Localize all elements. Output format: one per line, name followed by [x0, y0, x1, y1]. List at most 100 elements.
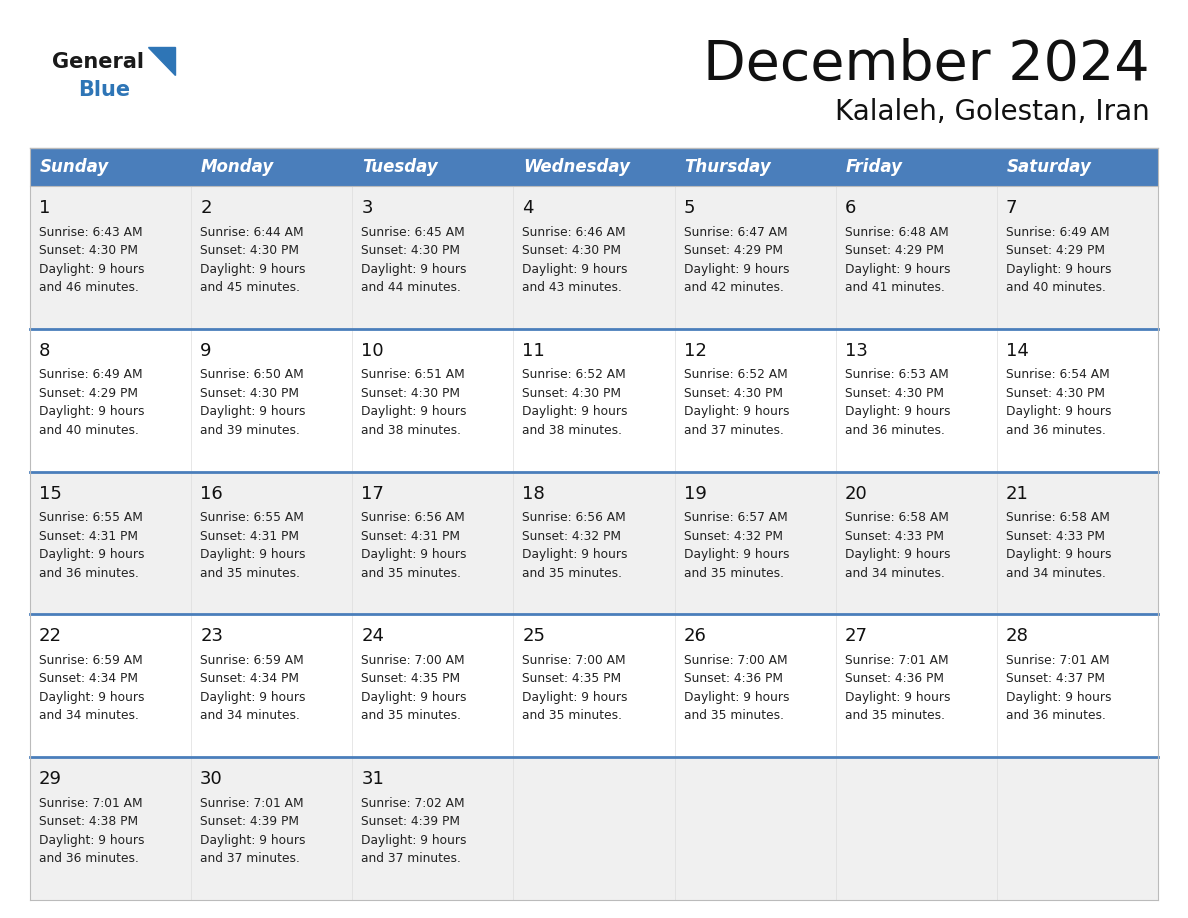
Text: Daylight: 9 hours: Daylight: 9 hours [200, 548, 305, 561]
Text: 3: 3 [361, 199, 373, 217]
Text: Sunset: 4:32 PM: Sunset: 4:32 PM [683, 530, 783, 543]
Bar [30, 329, 1158, 472]
Text: 22: 22 [39, 627, 62, 645]
Text: 14: 14 [1006, 341, 1029, 360]
Text: Sunrise: 6:46 AM: Sunrise: 6:46 AM [523, 226, 626, 239]
Text: and 45 minutes.: and 45 minutes. [200, 281, 301, 294]
Text: General: General [52, 52, 144, 72]
Text: and 40 minutes.: and 40 minutes. [1006, 281, 1106, 294]
Text: 29: 29 [39, 770, 62, 789]
Text: Sunset: 4:30 PM: Sunset: 4:30 PM [845, 386, 943, 400]
Text: and 35 minutes.: and 35 minutes. [683, 566, 784, 579]
Text: 19: 19 [683, 485, 707, 502]
Text: Sunset: 4:37 PM: Sunset: 4:37 PM [1006, 672, 1105, 686]
Text: Sunset: 4:34 PM: Sunset: 4:34 PM [200, 672, 299, 686]
Text: Daylight: 9 hours: Daylight: 9 hours [845, 263, 950, 275]
Text: Daylight: 9 hours: Daylight: 9 hours [683, 691, 789, 704]
Text: Tuesday: Tuesday [362, 158, 438, 176]
Text: Daylight: 9 hours: Daylight: 9 hours [39, 691, 145, 704]
Text: 23: 23 [200, 627, 223, 645]
Text: and 35 minutes.: and 35 minutes. [683, 710, 784, 722]
Text: Sunset: 4:33 PM: Sunset: 4:33 PM [845, 530, 943, 543]
Text: Daylight: 9 hours: Daylight: 9 hours [523, 263, 628, 275]
Text: Daylight: 9 hours: Daylight: 9 hours [845, 691, 950, 704]
Text: and 41 minutes.: and 41 minutes. [845, 281, 944, 294]
Text: Daylight: 9 hours: Daylight: 9 hours [39, 834, 145, 846]
Text: Sunset: 4:29 PM: Sunset: 4:29 PM [39, 386, 138, 400]
Text: and 36 minutes.: and 36 minutes. [39, 566, 139, 579]
Text: December 2024: December 2024 [703, 38, 1150, 92]
Text: and 35 minutes.: and 35 minutes. [200, 566, 301, 579]
Text: 16: 16 [200, 485, 223, 502]
Text: Sunrise: 6:49 AM: Sunrise: 6:49 AM [1006, 226, 1110, 239]
Text: 26: 26 [683, 627, 707, 645]
Text: Sunset: 4:39 PM: Sunset: 4:39 PM [200, 815, 299, 828]
Bar [30, 614, 1158, 757]
Text: Sunday: Sunday [40, 158, 109, 176]
Text: and 37 minutes.: and 37 minutes. [200, 852, 301, 865]
Text: Saturday: Saturday [1007, 158, 1092, 176]
Text: Sunrise: 6:55 AM: Sunrise: 6:55 AM [39, 511, 143, 524]
Bar [30, 148, 1158, 186]
Text: Sunrise: 6:52 AM: Sunrise: 6:52 AM [683, 368, 788, 381]
Text: and 34 minutes.: and 34 minutes. [200, 710, 301, 722]
Text: and 34 minutes.: and 34 minutes. [845, 566, 944, 579]
Text: and 42 minutes.: and 42 minutes. [683, 281, 783, 294]
Text: and 35 minutes.: and 35 minutes. [845, 710, 944, 722]
Text: Sunrise: 6:59 AM: Sunrise: 6:59 AM [200, 654, 304, 666]
Text: Sunrise: 6:50 AM: Sunrise: 6:50 AM [200, 368, 304, 381]
Text: Daylight: 9 hours: Daylight: 9 hours [683, 263, 789, 275]
Text: and 35 minutes.: and 35 minutes. [523, 710, 623, 722]
Bar [30, 757, 1158, 900]
Text: 17: 17 [361, 485, 384, 502]
Text: Sunrise: 6:48 AM: Sunrise: 6:48 AM [845, 226, 948, 239]
Text: Sunset: 4:30 PM: Sunset: 4:30 PM [1006, 386, 1105, 400]
Text: Sunrise: 7:00 AM: Sunrise: 7:00 AM [683, 654, 788, 666]
Text: and 34 minutes.: and 34 minutes. [1006, 566, 1106, 579]
Text: Daylight: 9 hours: Daylight: 9 hours [523, 548, 628, 561]
Text: Sunset: 4:29 PM: Sunset: 4:29 PM [1006, 244, 1105, 257]
Text: Daylight: 9 hours: Daylight: 9 hours [523, 406, 628, 419]
Text: Daylight: 9 hours: Daylight: 9 hours [39, 548, 145, 561]
Text: Daylight: 9 hours: Daylight: 9 hours [200, 834, 305, 846]
Text: Sunset: 4:31 PM: Sunset: 4:31 PM [361, 530, 460, 543]
Text: Sunrise: 6:51 AM: Sunrise: 6:51 AM [361, 368, 465, 381]
Text: Sunrise: 6:45 AM: Sunrise: 6:45 AM [361, 226, 465, 239]
Text: Daylight: 9 hours: Daylight: 9 hours [683, 406, 789, 419]
Text: Sunrise: 6:44 AM: Sunrise: 6:44 AM [200, 226, 304, 239]
Text: 31: 31 [361, 770, 384, 789]
Text: Sunrise: 6:59 AM: Sunrise: 6:59 AM [39, 654, 143, 666]
Text: Sunset: 4:30 PM: Sunset: 4:30 PM [39, 244, 138, 257]
Text: and 36 minutes.: and 36 minutes. [1006, 710, 1106, 722]
Text: Daylight: 9 hours: Daylight: 9 hours [523, 691, 628, 704]
Text: 6: 6 [845, 199, 857, 217]
Text: and 44 minutes.: and 44 minutes. [361, 281, 461, 294]
Text: and 36 minutes.: and 36 minutes. [1006, 424, 1106, 437]
Text: and 39 minutes.: and 39 minutes. [200, 424, 301, 437]
Text: Sunrise: 6:49 AM: Sunrise: 6:49 AM [39, 368, 143, 381]
Text: 4: 4 [523, 199, 533, 217]
Text: 24: 24 [361, 627, 384, 645]
Text: 10: 10 [361, 341, 384, 360]
Text: Daylight: 9 hours: Daylight: 9 hours [200, 263, 305, 275]
Text: Daylight: 9 hours: Daylight: 9 hours [39, 263, 145, 275]
Text: and 38 minutes.: and 38 minutes. [523, 424, 623, 437]
Text: Sunrise: 6:56 AM: Sunrise: 6:56 AM [523, 511, 626, 524]
Text: Blue: Blue [78, 80, 131, 100]
Text: 13: 13 [845, 341, 867, 360]
Text: Kalaleh, Golestan, Iran: Kalaleh, Golestan, Iran [835, 98, 1150, 126]
Text: and 37 minutes.: and 37 minutes. [683, 424, 783, 437]
Text: Sunset: 4:30 PM: Sunset: 4:30 PM [361, 386, 460, 400]
Text: Sunrise: 7:00 AM: Sunrise: 7:00 AM [523, 654, 626, 666]
Text: Sunset: 4:30 PM: Sunset: 4:30 PM [683, 386, 783, 400]
Text: Daylight: 9 hours: Daylight: 9 hours [361, 691, 467, 704]
Text: Sunset: 4:36 PM: Sunset: 4:36 PM [845, 672, 943, 686]
Text: Sunrise: 6:55 AM: Sunrise: 6:55 AM [200, 511, 304, 524]
Text: and 38 minutes.: and 38 minutes. [361, 424, 461, 437]
Text: Sunrise: 6:43 AM: Sunrise: 6:43 AM [39, 226, 143, 239]
Text: Sunset: 4:30 PM: Sunset: 4:30 PM [200, 244, 299, 257]
Text: Sunset: 4:30 PM: Sunset: 4:30 PM [200, 386, 299, 400]
Text: 20: 20 [845, 485, 867, 502]
Text: 30: 30 [200, 770, 223, 789]
Text: Sunset: 4:29 PM: Sunset: 4:29 PM [683, 244, 783, 257]
